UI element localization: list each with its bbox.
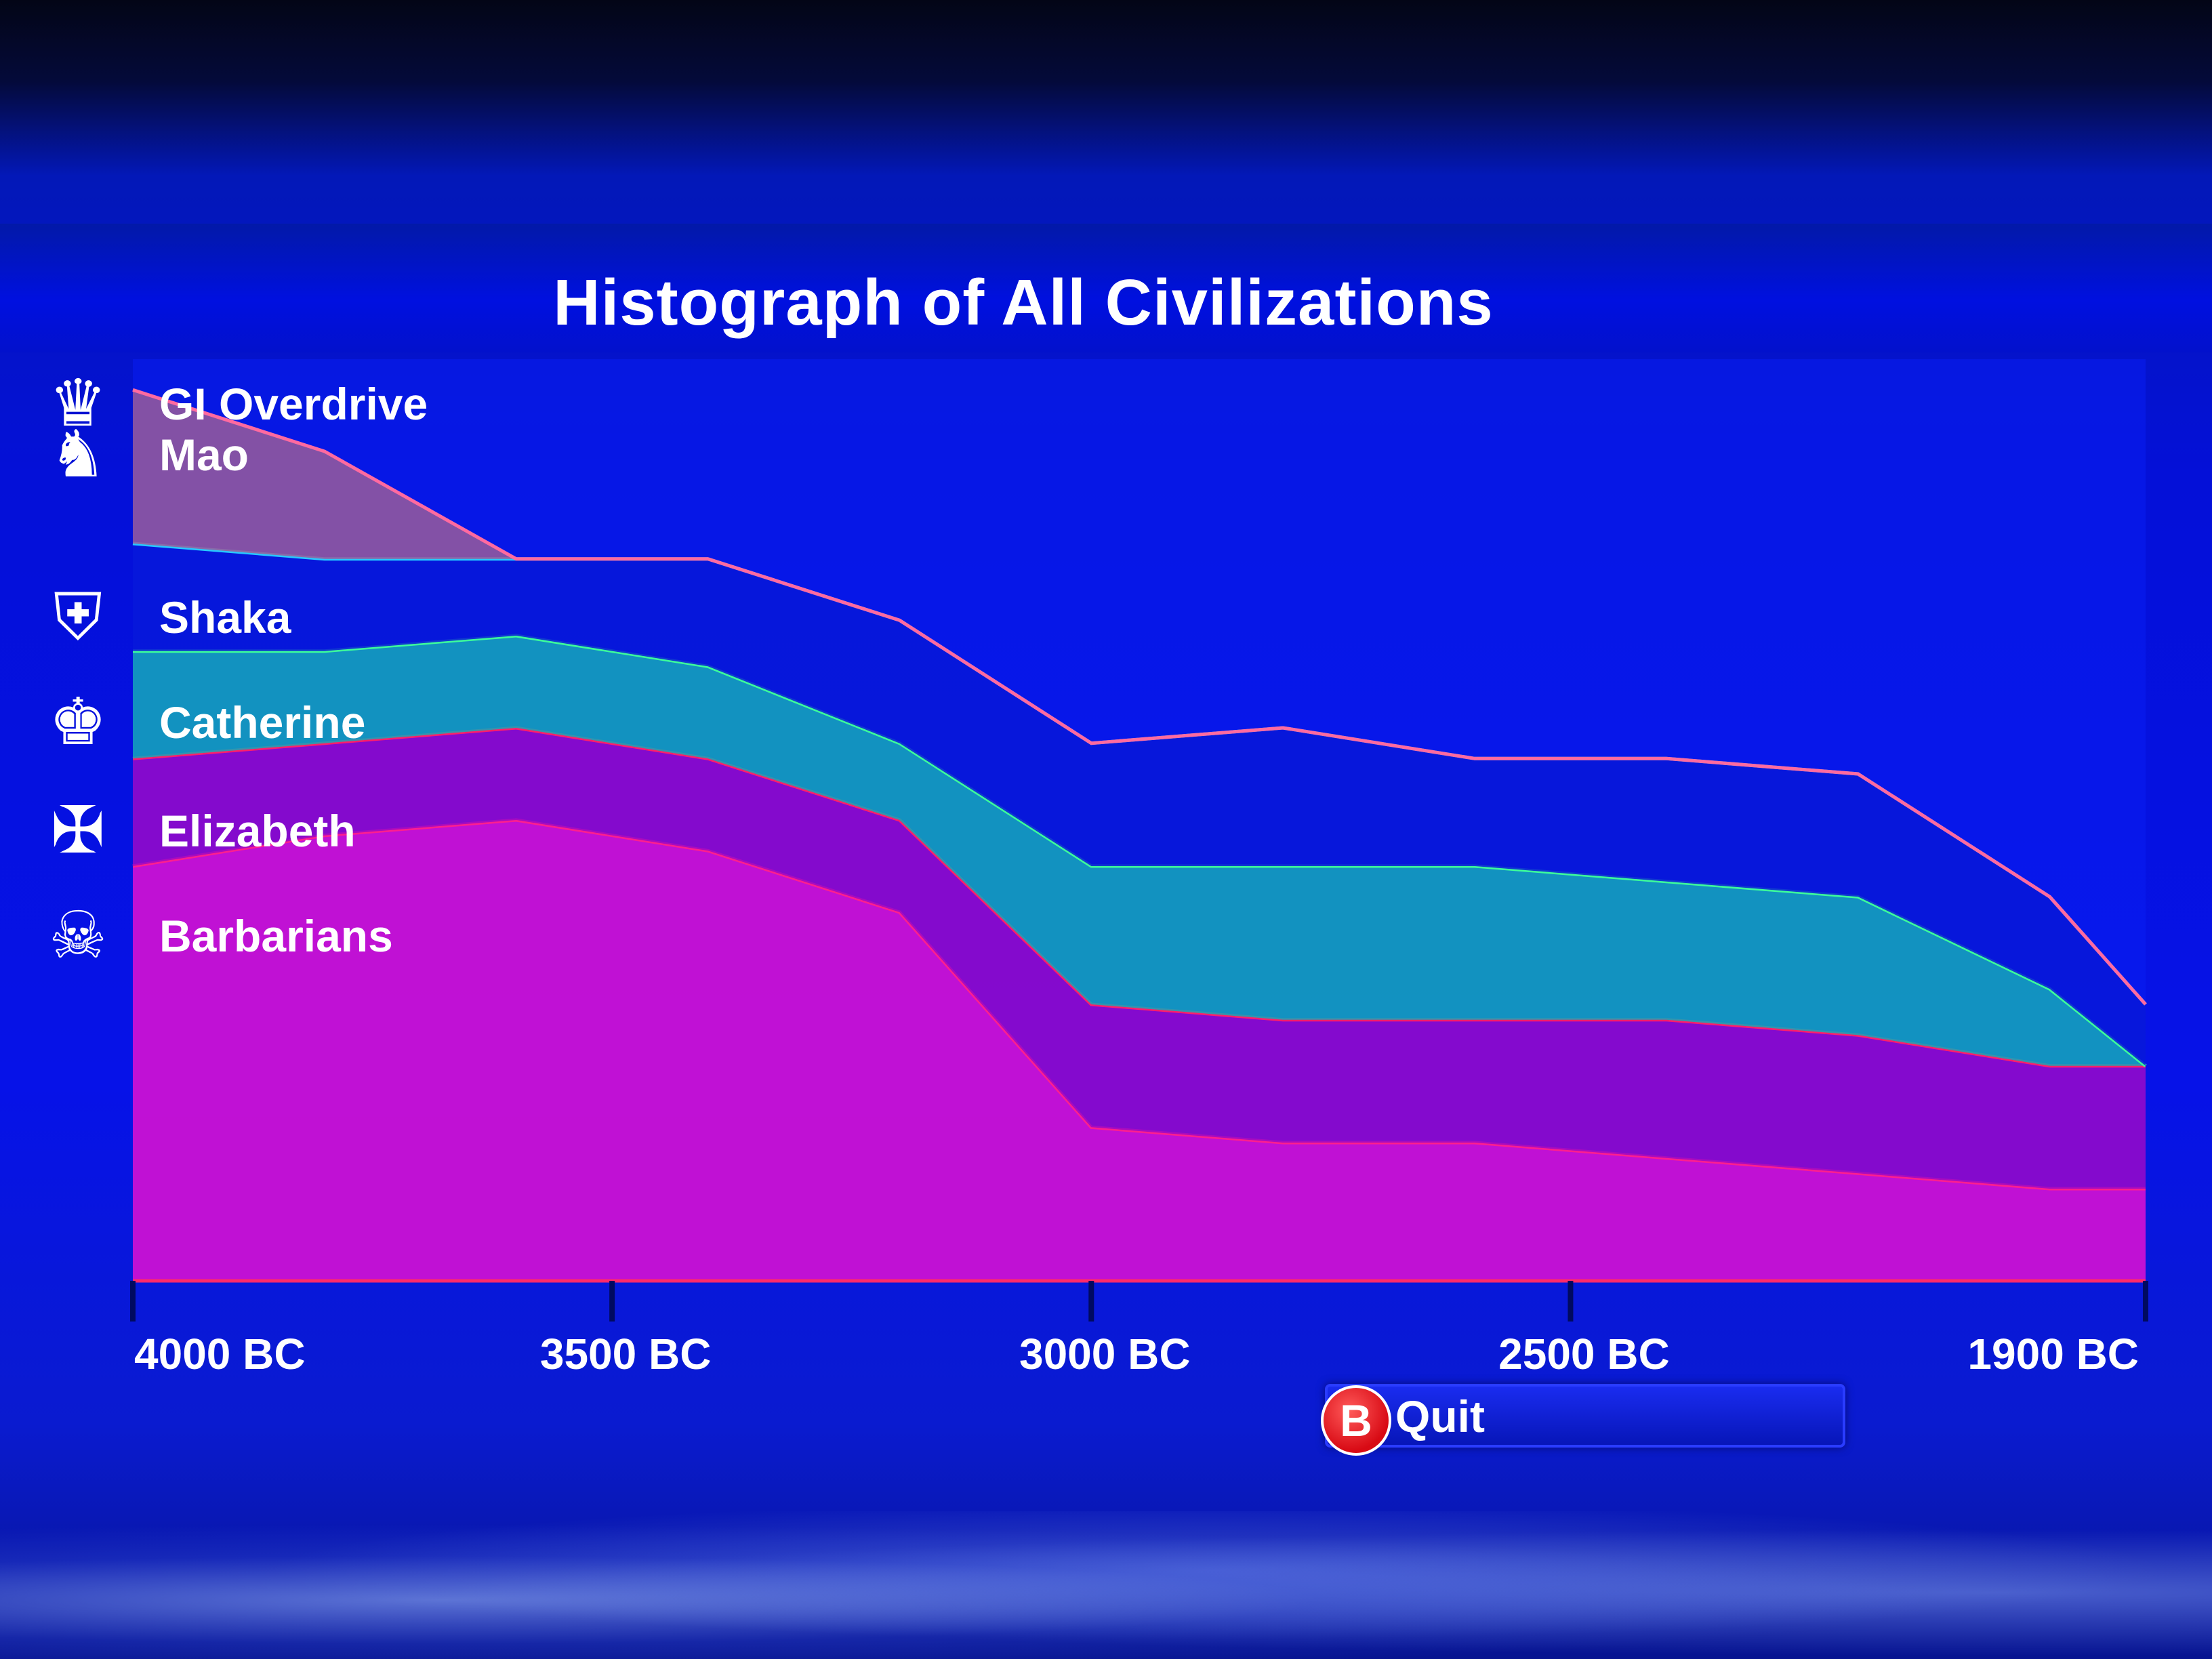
dragon-emblem-icon: ♞ xyxy=(48,416,108,492)
title-band xyxy=(0,224,2212,352)
x-tick-label: 2500 BC xyxy=(1498,1330,1670,1378)
page-title: Histograph of All Civilizations xyxy=(553,266,1494,339)
x-tick-label: 1900 BC xyxy=(1967,1330,2139,1378)
line-mao xyxy=(132,388,2147,1006)
area-elizabeth xyxy=(133,728,2146,1189)
legend-label: Shaka xyxy=(159,592,291,642)
map-clouds-background xyxy=(0,1511,2212,1659)
legend-label: Catherine xyxy=(159,697,366,747)
double-eagle-emblem-icon: ♚ xyxy=(48,684,108,760)
legend-item-shaka: ⛨ Shaka xyxy=(27,579,501,654)
x-tick-label: 3000 BC xyxy=(1019,1330,1191,1378)
series-areas xyxy=(132,388,2147,1281)
legend-item-elizabeth: ✠ Elizabeth xyxy=(27,793,501,867)
legend-item-barbarians: ☠ Barbarians xyxy=(27,898,501,972)
legend-label: Elizabeth xyxy=(159,806,356,856)
b-button-icon: B xyxy=(1321,1385,1391,1456)
legend-item-catherine: ♚ Catherine xyxy=(27,684,501,759)
legend-label: Mao xyxy=(159,430,249,480)
legend-label: GI Overdrive xyxy=(159,379,428,429)
civilization-legend: ♛ GI Overdrive ♞ Mao ⛨ Shaka ♚ Catherine… xyxy=(27,366,501,1003)
eagle-emblem-icon: ♛ xyxy=(48,365,108,441)
x-tick-label: 4000 BC xyxy=(134,1330,306,1378)
x-axis: 4000 BC 3500 BC 3000 BC 2500 BC 1900 BC xyxy=(130,1279,2148,1378)
shield-emblem-icon: ⛨ xyxy=(54,579,102,655)
quit-button[interactable]: B Quit xyxy=(1321,1384,1845,1456)
area-catherine xyxy=(133,636,2146,1066)
area-barbarians xyxy=(133,820,2146,1281)
legend-item-gi-overdrive: ♛ GI Overdrive xyxy=(27,366,501,441)
quit-label: Quit xyxy=(1395,1391,1485,1441)
legend-item-mao: ♞ Mao xyxy=(27,417,501,491)
legend-label: Barbarians xyxy=(159,911,393,961)
cross-shield-emblem-icon: ✠ xyxy=(50,792,106,868)
skull-emblem-icon: ☠ xyxy=(48,897,108,973)
x-tick-label: 3500 BC xyxy=(540,1330,712,1378)
area-shaka xyxy=(133,544,2146,1066)
